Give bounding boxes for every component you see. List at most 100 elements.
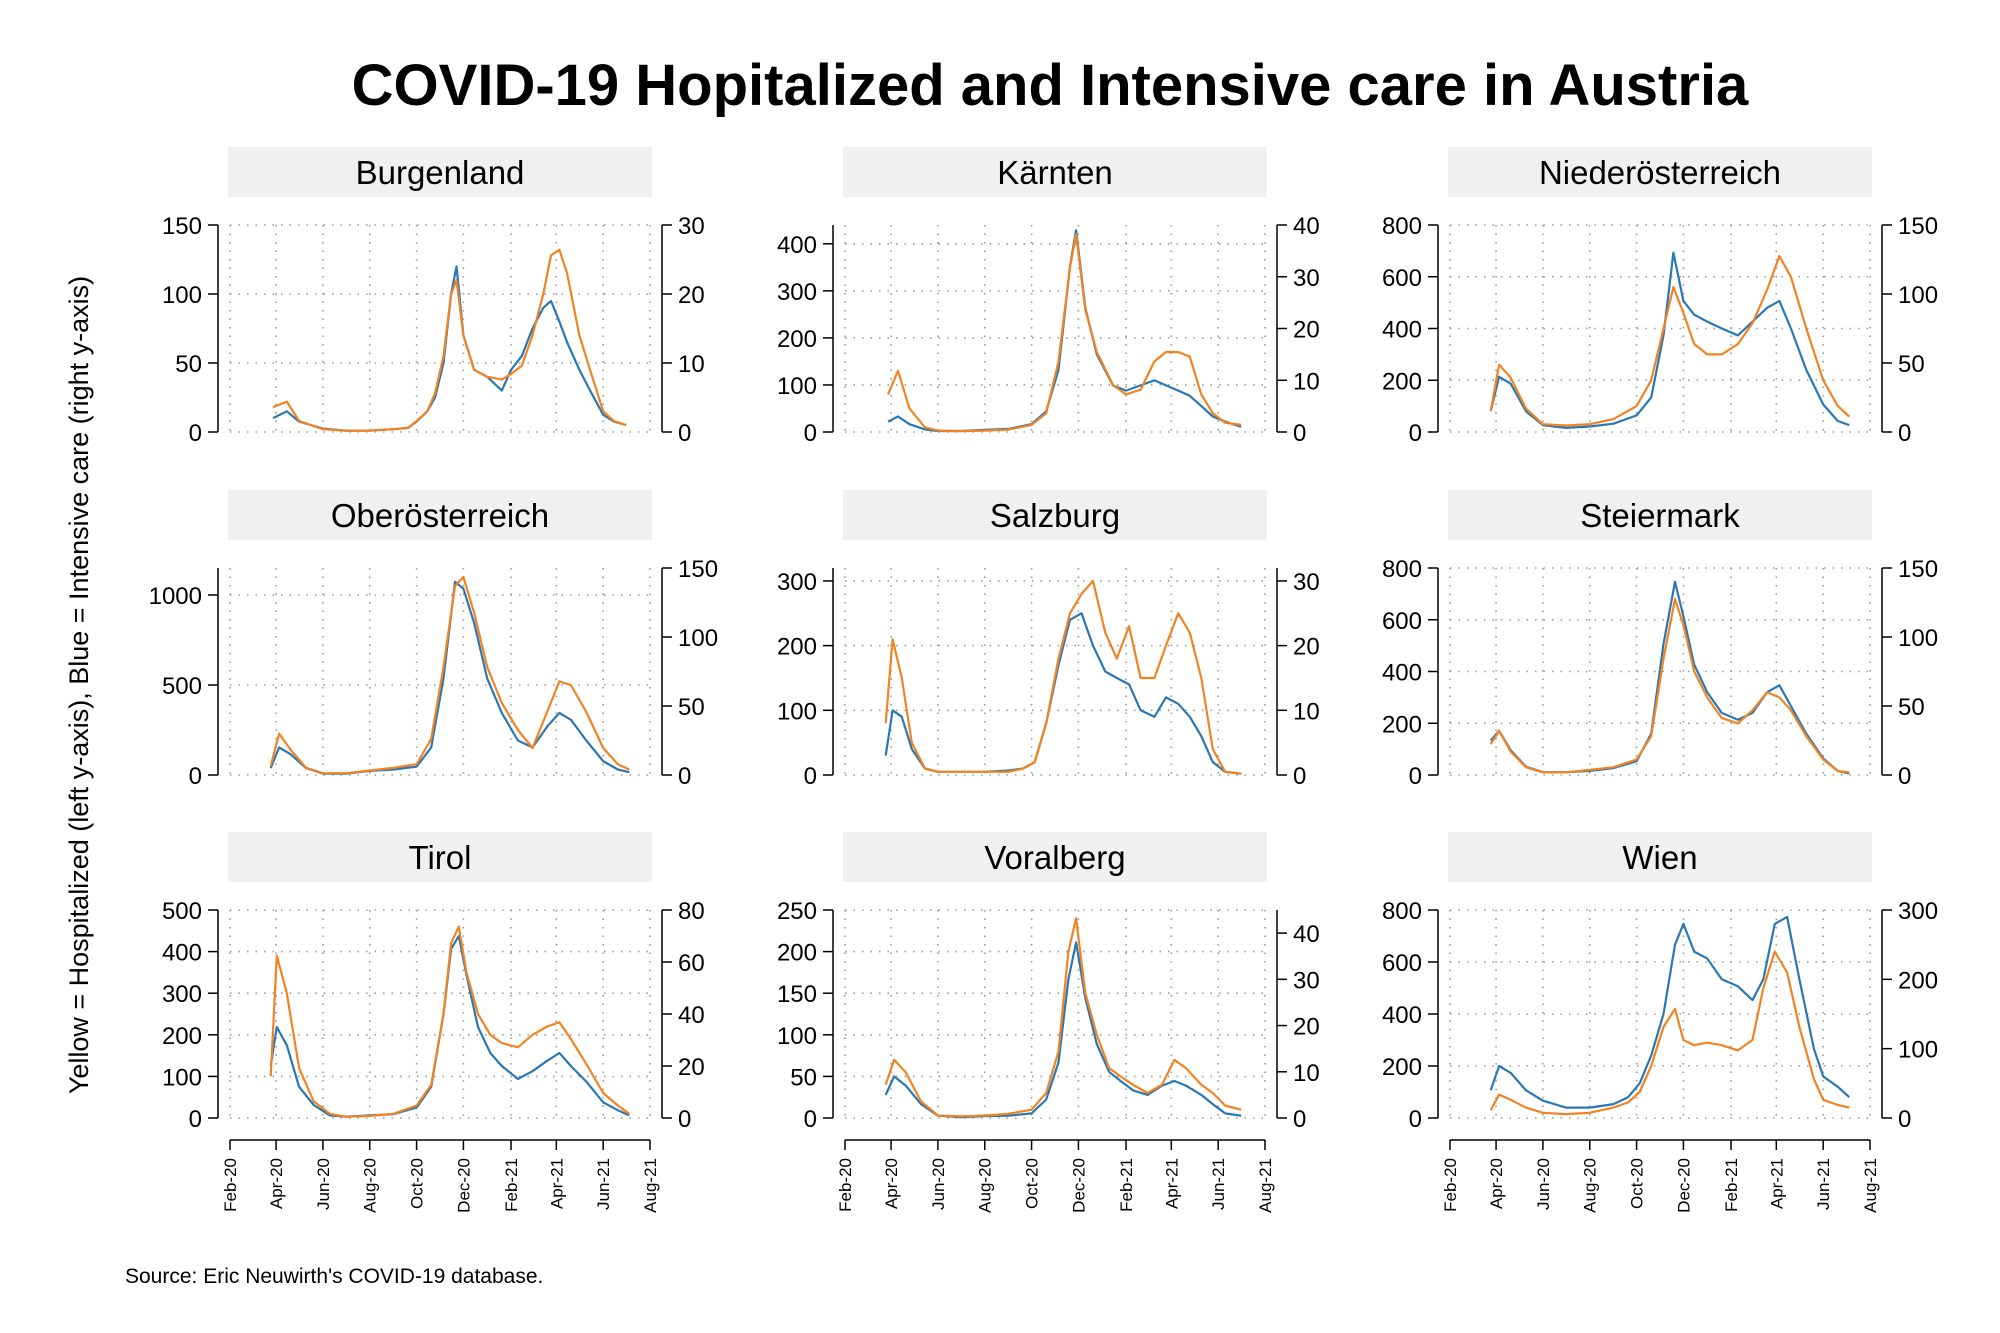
left-tick-label: 200 bbox=[777, 326, 817, 353]
panel-strip bbox=[228, 490, 652, 540]
series-line-hospitalized bbox=[886, 233, 1242, 433]
right-tick-label: 300 bbox=[1898, 898, 1938, 925]
x-tick-label: Aug-20 bbox=[976, 1158, 995, 1213]
right-tick-label: 20 bbox=[1293, 634, 1320, 661]
right-tick-label: 100 bbox=[678, 625, 718, 652]
right-tick-label: 150 bbox=[1898, 213, 1938, 240]
left-tick-label: 400 bbox=[1382, 317, 1422, 344]
x-tick-label: Feb-21 bbox=[1722, 1158, 1741, 1212]
right-tick-label: 50 bbox=[1898, 351, 1925, 378]
panel-burgenland: Burgenland 0 50 100 150 0 10 20 30 bbox=[162, 147, 705, 447]
panel-title: Niederösterreich bbox=[1539, 154, 1781, 191]
x-tick-label: Aug-20 bbox=[361, 1158, 380, 1213]
right-tick-label: 50 bbox=[1898, 694, 1925, 721]
panel-tirol: Tirol 0 100 200 300 400 500 0 20 40 60 80 Feb-20 Apr-… bbox=[162, 832, 705, 1213]
right-tick-label: 20 bbox=[678, 1054, 705, 1081]
x-tick-label: Feb-21 bbox=[1117, 1158, 1136, 1212]
left-tick-label: 100 bbox=[162, 1064, 202, 1091]
x-tick-label: Aug-21 bbox=[1861, 1158, 1880, 1213]
right-tick-label: 150 bbox=[678, 556, 718, 583]
left-tick-label: 100 bbox=[777, 1023, 817, 1050]
panel-steiermark: Steiermark 0 200 400 600 800 0 50 100 150 bbox=[1382, 490, 1938, 790]
x-tick-label: Apr-21 bbox=[547, 1158, 566, 1209]
series-line-hospitalized bbox=[269, 925, 630, 1118]
right-tick-label: 40 bbox=[678, 1002, 705, 1029]
panel-strip bbox=[843, 490, 1267, 540]
left-tick-label: 200 bbox=[1382, 1054, 1422, 1081]
x-tick-label: Apr-21 bbox=[1767, 1158, 1786, 1209]
left-tick-label: 200 bbox=[1382, 711, 1422, 738]
left-tick-label: 200 bbox=[1382, 368, 1422, 395]
panel-strip bbox=[843, 147, 1267, 197]
panel-title: Voralberg bbox=[984, 839, 1125, 876]
panel-voralberg: Voralberg 0 50 100 150 200 250 0 10 20 30 40 Feb-20 A… bbox=[777, 832, 1320, 1213]
panel-title: Wien bbox=[1622, 839, 1697, 876]
panel-salzburg: Salzburg 0 100 200 300 0 10 20 30 bbox=[777, 490, 1320, 790]
left-tick-label: 400 bbox=[1382, 660, 1422, 687]
right-tick-label: 40 bbox=[1293, 921, 1320, 948]
series-line-hospitalized bbox=[1489, 597, 1850, 774]
left-tick-label: 250 bbox=[777, 898, 817, 925]
series-line-hospitalized bbox=[884, 917, 1242, 1118]
source-note: Source: Eric Neuwirth's COVID-19 databas… bbox=[125, 1265, 543, 1288]
right-tick-label: 30 bbox=[1293, 569, 1320, 596]
left-tick-label: 100 bbox=[777, 698, 817, 725]
x-tick-label: Jun-21 bbox=[1814, 1158, 1833, 1210]
x-tick-label: Jun-20 bbox=[1534, 1158, 1553, 1210]
right-tick-label: 0 bbox=[1898, 420, 1911, 447]
right-tick-label: 100 bbox=[1898, 1037, 1938, 1064]
left-tick-label: 200 bbox=[777, 634, 817, 661]
series-line-hospitalized bbox=[1489, 950, 1850, 1116]
right-tick-label: 20 bbox=[1293, 317, 1320, 344]
right-tick-label: 0 bbox=[1293, 763, 1306, 790]
x-tick-label: Jun-20 bbox=[929, 1158, 948, 1210]
left-tick-label: 150 bbox=[777, 981, 817, 1008]
x-tick-label: Feb-21 bbox=[502, 1158, 521, 1212]
right-tick-label: 0 bbox=[678, 420, 691, 447]
right-tick-label: 80 bbox=[678, 898, 705, 925]
right-tick-label: 0 bbox=[1293, 420, 1306, 447]
panel-title: Kärnten bbox=[997, 154, 1113, 191]
series-line-hospitalized bbox=[272, 248, 627, 432]
x-tick-label: Oct-20 bbox=[408, 1158, 427, 1209]
left-tick-label: 300 bbox=[777, 279, 817, 306]
right-tick-label: 0 bbox=[1293, 1106, 1306, 1133]
x-tick-label: Aug-21 bbox=[641, 1158, 660, 1213]
left-tick-label: 600 bbox=[1382, 950, 1422, 977]
x-tick-label: Dec-20 bbox=[1069, 1158, 1088, 1213]
left-tick-label: 400 bbox=[777, 232, 817, 259]
y-axis-label: Yellow = Hospitalized (left y-axis), Blu… bbox=[64, 276, 94, 1094]
right-tick-label: 150 bbox=[1898, 556, 1938, 583]
left-tick-label: 0 bbox=[189, 1106, 202, 1133]
left-tick-label: 0 bbox=[1409, 1106, 1422, 1133]
panels: Burgenland0501001500102030Kärnten0100200… bbox=[149, 147, 1938, 1213]
right-tick-label: 30 bbox=[678, 213, 705, 240]
right-tick-label: 20 bbox=[678, 282, 705, 309]
panel-title: Salzburg bbox=[990, 497, 1120, 534]
right-tick-label: 0 bbox=[678, 1106, 691, 1133]
panel-strip bbox=[1448, 147, 1872, 197]
left-tick-label: 500 bbox=[162, 898, 202, 925]
right-tick-label: 0 bbox=[1898, 1106, 1911, 1133]
panel-niederösterreich: Niederösterreich 0 200 400 600 800 0 50 100 150 bbox=[1382, 147, 1938, 447]
left-tick-label: 300 bbox=[162, 981, 202, 1008]
right-tick-label: 100 bbox=[1898, 282, 1938, 309]
x-tick-label: Feb-20 bbox=[221, 1158, 240, 1212]
right-tick-label: 10 bbox=[678, 351, 705, 378]
series-line-hospitalized bbox=[269, 575, 630, 775]
left-tick-label: 600 bbox=[1382, 265, 1422, 292]
left-tick-label: 600 bbox=[1382, 608, 1422, 635]
left-tick-label: 100 bbox=[777, 373, 817, 400]
panel-strip bbox=[1448, 490, 1872, 540]
left-tick-label: 800 bbox=[1382, 556, 1422, 583]
left-tick-label: 50 bbox=[175, 351, 202, 378]
x-tick-label: Apr-21 bbox=[1162, 1158, 1181, 1209]
x-tick-label: Apr-20 bbox=[267, 1158, 286, 1209]
panel-oberösterreich: Oberösterreich 0 500 1000 0 50 100 150 bbox=[149, 490, 718, 790]
x-tick-label: Apr-20 bbox=[882, 1158, 901, 1209]
series-line-hospitalized bbox=[884, 579, 1242, 775]
left-tick-label: 300 bbox=[777, 569, 817, 596]
right-tick-label: 200 bbox=[1898, 967, 1938, 994]
x-tick-label: Jun-21 bbox=[1209, 1158, 1228, 1210]
panel-wien: Wien 0 200 400 600 800 0 100 200 300 Feb-20 Apr-20 J… bbox=[1382, 832, 1938, 1213]
